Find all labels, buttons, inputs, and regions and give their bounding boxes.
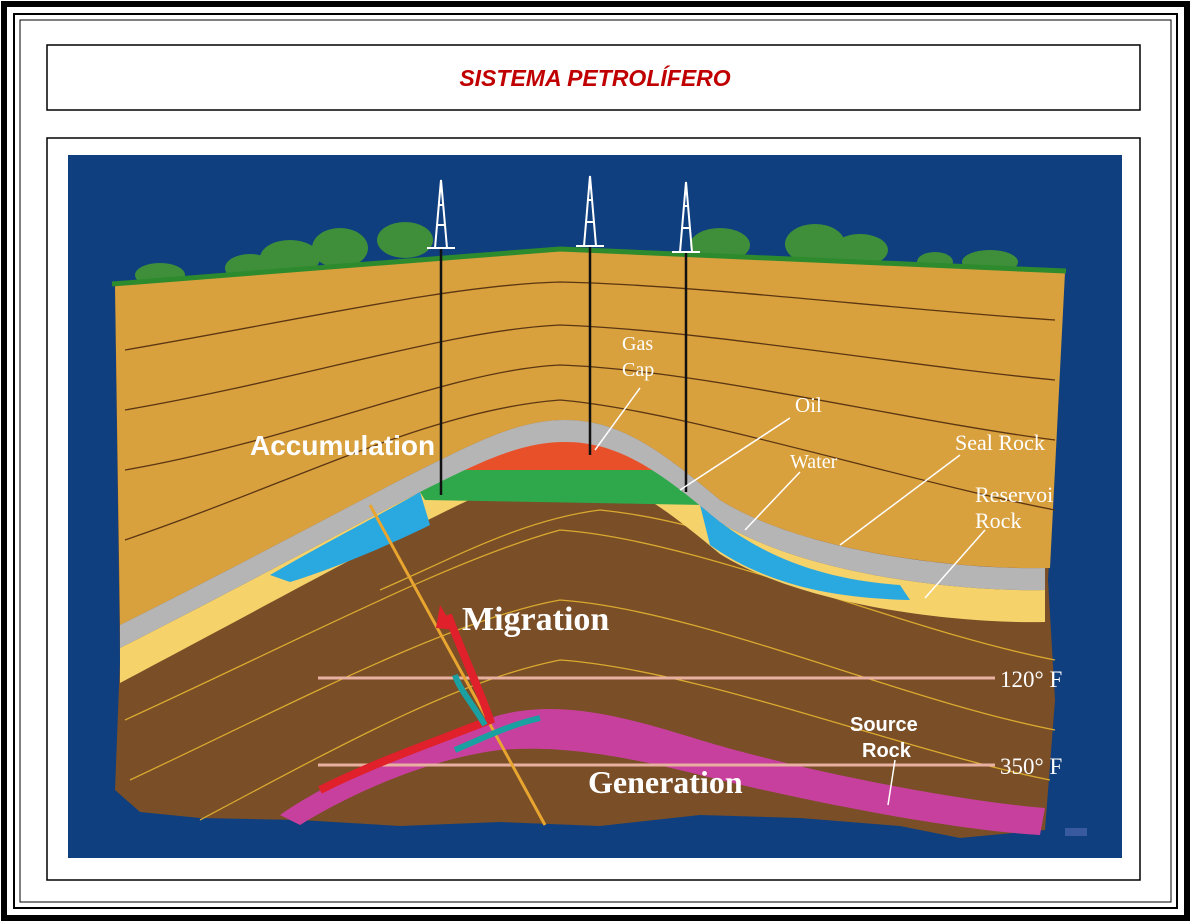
title: SISTEMA PETROLÍFERO xyxy=(459,64,730,91)
source-label: Source xyxy=(850,714,918,736)
temp-120-label: 120° F xyxy=(1000,667,1062,692)
accumulation-label: Accumulation xyxy=(250,430,435,461)
page: {"title": "SISTEMA PETROLÍFERO", "labels… xyxy=(0,0,1191,922)
gas-label: Gas xyxy=(622,333,653,355)
seal-rock-label: Seal Rock xyxy=(955,430,1045,455)
reservoir-label: Reservoi xyxy=(975,482,1053,507)
water-label: Water xyxy=(790,451,838,473)
cap-label: Cap xyxy=(622,359,654,381)
slide: SISTEMA PETROLÍFERO xyxy=(0,0,1191,922)
source-rock-label: Rock xyxy=(862,740,912,762)
oil-label: Oil xyxy=(795,393,822,417)
reservoir-rock-label: Rock xyxy=(975,508,1021,533)
generation-label: Generation xyxy=(588,764,743,800)
temp-350-label: 350° F xyxy=(1000,754,1062,779)
logo-mark xyxy=(1065,828,1087,836)
migration-label: Migration xyxy=(462,601,609,638)
